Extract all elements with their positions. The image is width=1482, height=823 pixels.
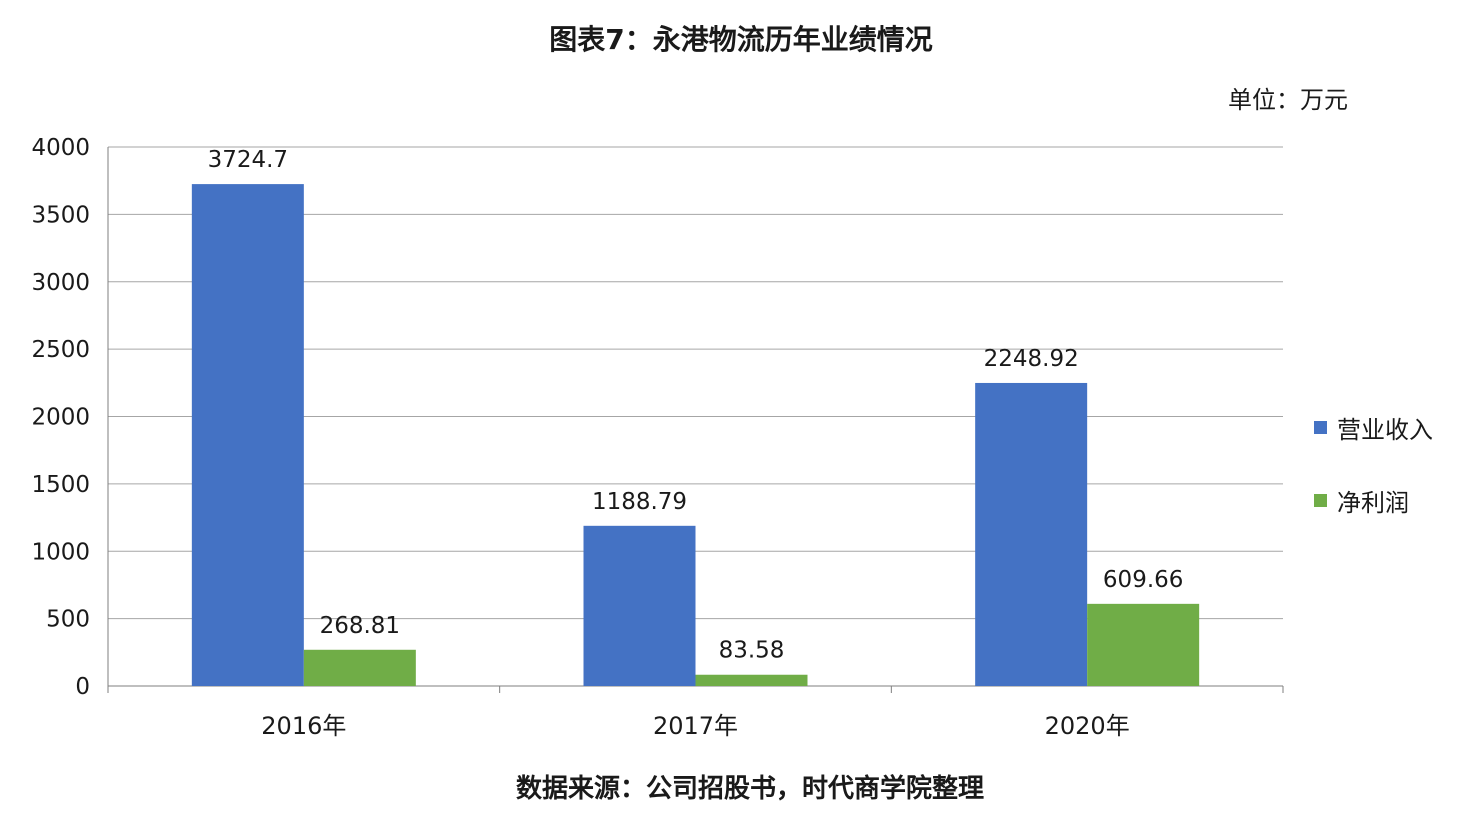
chart-title: 图表7：永港物流历年业绩情况 bbox=[549, 23, 933, 56]
bar-net-profit bbox=[303, 649, 416, 686]
data-label: 268.81 bbox=[320, 613, 400, 639]
y-tick-label: 500 bbox=[46, 607, 90, 633]
y-tick-label: 0 bbox=[75, 674, 90, 700]
data-label: 609.66 bbox=[1103, 567, 1183, 593]
bar-net-profit bbox=[1087, 603, 1200, 686]
legend-item-net-profit: 净利润 bbox=[1314, 483, 1409, 518]
x-tick-label: 2020年 bbox=[1045, 712, 1130, 740]
y-tick-label: 2500 bbox=[31, 337, 90, 363]
bar-revenue bbox=[191, 184, 304, 686]
y-tick-label: 1000 bbox=[31, 539, 90, 565]
legend-swatch-revenue bbox=[1314, 421, 1327, 434]
bar-revenue bbox=[975, 382, 1088, 686]
y-tick-label: 4000 bbox=[31, 135, 90, 161]
legend-label-net-profit: 净利润 bbox=[1337, 489, 1409, 517]
unit-label: 单位：万元 bbox=[1228, 86, 1348, 114]
x-tick-label: 2017年 bbox=[653, 712, 738, 740]
data-label: 3724.7 bbox=[208, 147, 288, 173]
data-label: 83.58 bbox=[719, 638, 785, 664]
legend-label-revenue: 营业收入 bbox=[1337, 416, 1433, 444]
data-label: 2248.92 bbox=[984, 346, 1079, 372]
data-label: 1188.79 bbox=[592, 489, 687, 515]
y-tick-label: 2000 bbox=[31, 405, 90, 431]
y-tick-label: 1500 bbox=[31, 472, 90, 498]
y-tick-label: 3000 bbox=[31, 270, 90, 296]
bar-net-profit bbox=[695, 674, 808, 686]
bar-revenue bbox=[583, 525, 696, 686]
legend-item-revenue: 营业收入 bbox=[1314, 410, 1433, 445]
source-note: 数据来源：公司招股书，时代商学院整理 bbox=[515, 774, 984, 804]
y-tick-label: 3500 bbox=[31, 202, 90, 228]
x-tick-label: 2016年 bbox=[261, 712, 346, 740]
legend-swatch-net-profit bbox=[1314, 494, 1327, 507]
